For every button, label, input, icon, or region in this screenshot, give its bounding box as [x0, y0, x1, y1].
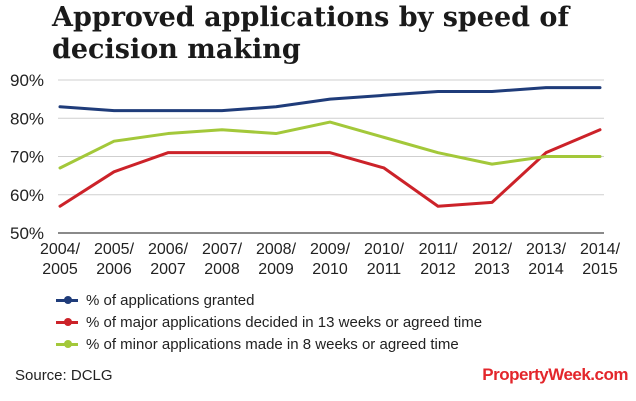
y-tick-label: 90%: [10, 71, 44, 90]
legend-swatch: [56, 339, 78, 349]
grid-layer: [58, 79, 604, 234]
x-tick-label: 2013/2014: [526, 241, 567, 278]
source-note: Source: DCLG: [15, 367, 113, 384]
y-tick-label: 60%: [10, 186, 44, 205]
x-tick-label: 2005/2006: [94, 241, 135, 278]
legend-label: % of major applications decided in 13 we…: [86, 313, 483, 331]
x-tick-label: 2008/2009: [256, 241, 297, 278]
legend-label: % of applications granted: [86, 291, 255, 309]
legend-swatch: [56, 317, 78, 327]
line-chart: 50% 60% 70% 80% 90% 2004/2005 2005/2006 2006/2…: [10, 71, 621, 278]
x-tick-label: 2014/2015: [580, 241, 621, 278]
series-line-3: [58, 120, 602, 170]
legend: % of applications granted % of major appl…: [56, 289, 482, 355]
x-tick-label: 2012/2013: [472, 241, 513, 278]
series-line-1: [58, 86, 602, 113]
legend-label: % of minor applications made in 8 weeks …: [86, 335, 459, 353]
chart-title: Approved applications by speed of decisi…: [52, 2, 570, 65]
series-layer: [58, 86, 602, 208]
x-tick-label: 2004/2005: [40, 241, 81, 278]
y-tick-label: 80%: [10, 109, 44, 128]
y-axis-ticks: 50% 60% 70% 80% 90%: [10, 71, 44, 243]
legend-item: % of applications granted: [56, 289, 482, 311]
x-tick-label: 2009/2010: [310, 241, 351, 278]
brand-logo: PropertyWeek.com: [482, 365, 628, 384]
legend-item: % of minor applications made in 8 weeks …: [56, 333, 482, 355]
legend-swatch: [56, 295, 78, 305]
legend-item: % of major applications decided in 13 we…: [56, 311, 482, 333]
y-tick-label: 50%: [10, 224, 44, 243]
x-axis-ticks: 2004/2005 2005/2006 2006/2007 2007/2008 2008…: [40, 241, 621, 278]
x-tick-label: 2007/2008: [202, 241, 243, 278]
y-tick-label: 70%: [10, 148, 44, 167]
x-tick-label: 2006/2007: [148, 241, 189, 278]
x-tick-label: 2010/2011: [364, 241, 405, 278]
series-line-2: [58, 128, 602, 208]
x-tick-label: 2011/2012: [419, 241, 458, 278]
